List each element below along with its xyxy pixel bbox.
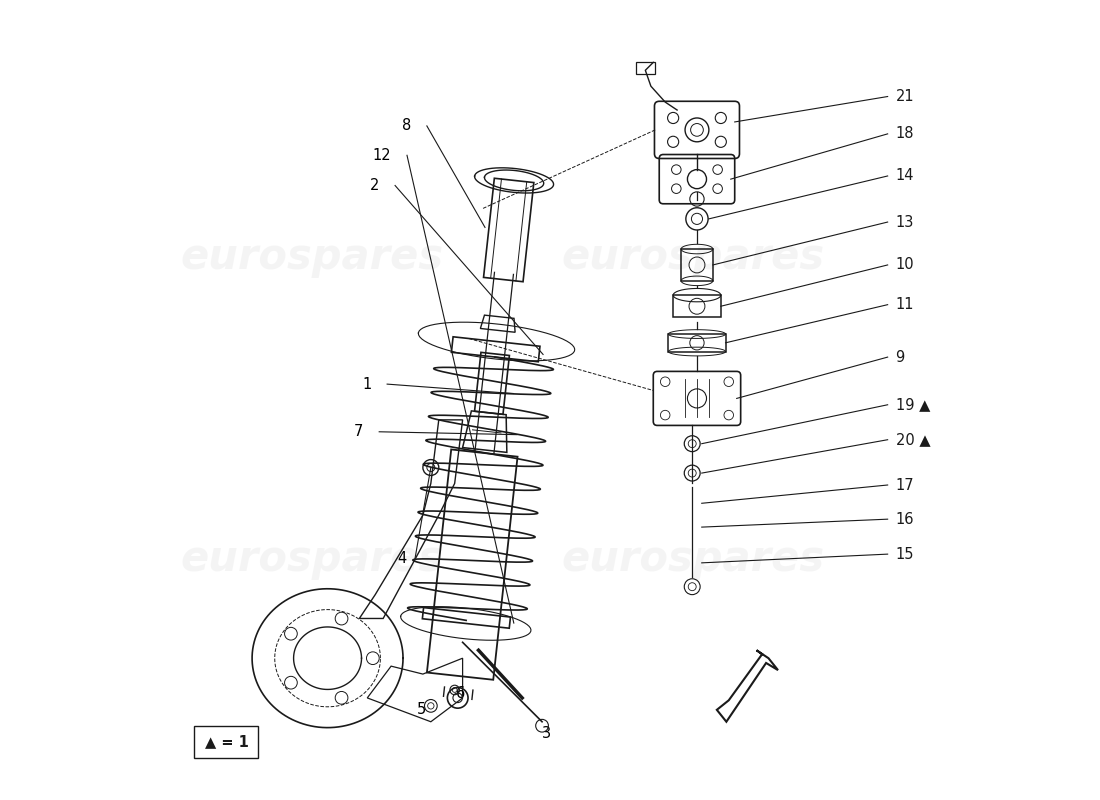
- Text: eurospares: eurospares: [561, 538, 825, 580]
- Text: 13: 13: [895, 214, 914, 230]
- Text: eurospares: eurospares: [180, 236, 443, 278]
- Text: 16: 16: [895, 512, 914, 526]
- Text: 10: 10: [895, 258, 914, 273]
- Text: 5: 5: [417, 702, 426, 718]
- Text: 1: 1: [362, 377, 372, 392]
- Text: 7: 7: [354, 424, 363, 439]
- Text: 20 ▲: 20 ▲: [895, 432, 931, 447]
- Text: 21: 21: [895, 89, 914, 104]
- Text: 12: 12: [373, 148, 392, 163]
- Text: 4: 4: [398, 551, 407, 566]
- Text: 2: 2: [370, 178, 379, 193]
- Text: 19 ▲: 19 ▲: [895, 398, 930, 412]
- Text: eurospares: eurospares: [180, 538, 443, 580]
- Text: 17: 17: [895, 478, 914, 493]
- Text: ▲ = 1: ▲ = 1: [205, 734, 249, 749]
- Text: 18: 18: [895, 126, 914, 142]
- Text: 15: 15: [895, 546, 914, 562]
- Text: 8: 8: [402, 118, 411, 134]
- Text: 9: 9: [895, 350, 905, 365]
- Text: eurospares: eurospares: [561, 236, 825, 278]
- Text: 6: 6: [456, 686, 465, 702]
- Text: 3: 3: [541, 726, 551, 741]
- Text: 11: 11: [895, 297, 914, 312]
- Text: 14: 14: [895, 169, 914, 183]
